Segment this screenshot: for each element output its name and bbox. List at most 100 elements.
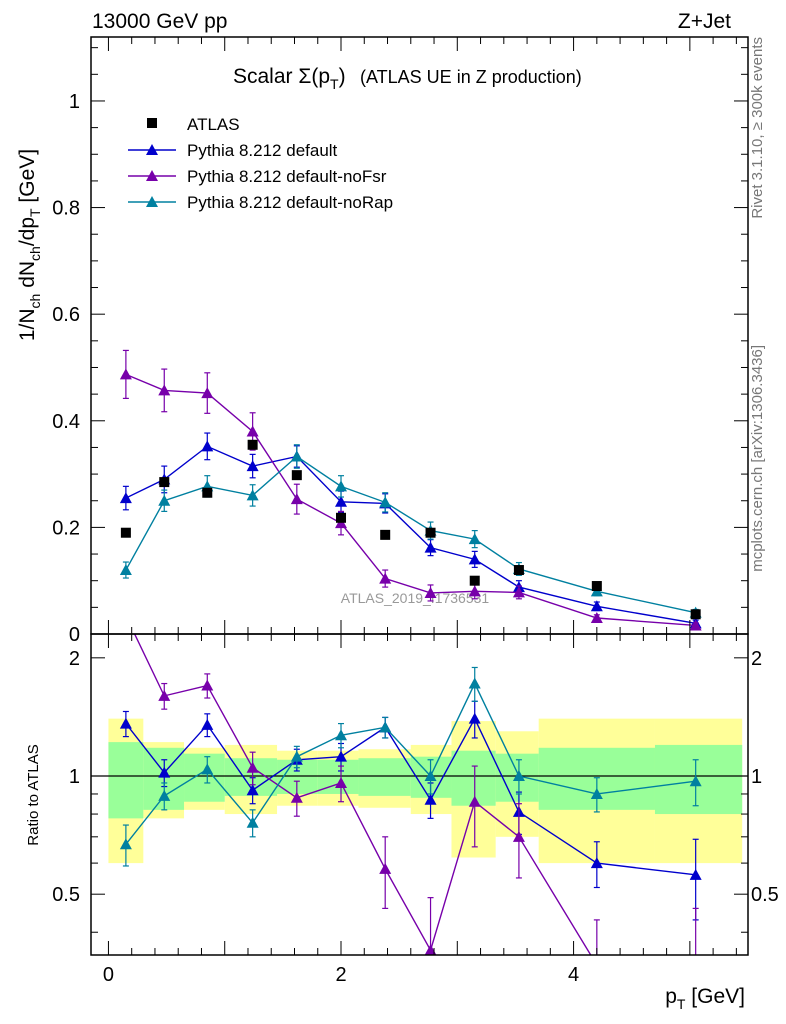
y-tick-label-ratio-right: 2 <box>751 648 762 670</box>
point-noFsr <box>201 387 214 399</box>
ratio-point-default <box>424 793 437 805</box>
rivet-caption: Rivet 3.1.10, ≥ 300k events <box>749 37 766 219</box>
ratio-point-noRap <box>512 770 525 782</box>
ratio-line-default <box>125 717 696 876</box>
point-noFsr <box>590 612 603 624</box>
point-noFsr <box>512 586 525 598</box>
mc-series <box>119 349 702 631</box>
point-noRap <box>119 564 132 576</box>
ratio-point-noRap <box>246 816 259 828</box>
y-axis-label: 1/Nch dNch/dpT [GeV] <box>16 149 43 341</box>
y-tick-label-ratio-right: 1 <box>751 766 762 788</box>
band-inner-bin <box>451 750 496 806</box>
ratio-line-noRap <box>125 681 696 845</box>
y-tick-label-main: 0.6 <box>52 304 80 326</box>
band-inner-bin <box>108 742 144 819</box>
ratio-point-noFsr <box>591 959 603 970</box>
x-tick-label: 0 <box>103 964 114 986</box>
point-noRap <box>246 489 259 501</box>
point-default <box>424 541 437 553</box>
series-line-noFsr <box>125 373 696 627</box>
y-tick-label-main: 0.4 <box>52 411 80 433</box>
ratio-point-default <box>201 718 214 730</box>
atlas-point <box>247 439 258 450</box>
atlas-point <box>469 575 480 586</box>
plot-title-suffix: (ATLAS UE in Z production) <box>360 67 582 87</box>
point-noFsr <box>468 585 481 597</box>
ratio-point-noRap <box>335 729 348 741</box>
y-tick-label-main: 1 <box>69 91 80 113</box>
y-tick-label-ratio: 0.5 <box>52 884 80 906</box>
point-noRap <box>158 494 171 506</box>
legend-marker-norap <box>146 196 158 207</box>
legend-marker-nofsr <box>146 170 158 181</box>
axis-tick-labels: 0 2 400.20.40.60.810.5 0.51 12 2 <box>52 91 779 986</box>
ratio-point-noRap <box>590 787 603 799</box>
ratio-point-default <box>158 766 171 778</box>
point-noFsr <box>689 619 702 631</box>
ratio-point-noRap <box>468 677 481 689</box>
analysis-watermark: ATLAS_2019_I1736531 <box>341 590 490 606</box>
point-default <box>201 440 214 452</box>
atlas-point <box>202 487 213 498</box>
atlas-point <box>513 565 524 576</box>
legend: ATLAS Pythia 8.212 default Pythia 8.212 … <box>128 115 393 212</box>
plot-title: Scalar Σ(pT) <box>233 65 346 92</box>
atlas-point <box>380 529 391 540</box>
point-noFsr <box>379 572 392 584</box>
ratio-point-noFsr <box>120 610 132 621</box>
ratio-point-noFsr <box>424 944 437 955</box>
point-default <box>246 460 259 472</box>
atlas-point <box>336 512 347 523</box>
mcplots-caption: mcplots.cern.ch [arXiv:1306.3436] <box>749 345 766 572</box>
ratio-point-noRap <box>119 838 132 850</box>
point-default <box>119 492 132 504</box>
ratio-point-noFsr <box>201 679 214 691</box>
point-default <box>468 553 481 565</box>
atlas-point <box>291 470 302 481</box>
legend-label-default: Pythia 8.212 default <box>187 141 338 160</box>
y-tick-label-ratio: 2 <box>69 648 80 670</box>
point-noFsr <box>119 368 132 380</box>
atlas-point <box>425 527 436 538</box>
ratio-point-default <box>335 750 348 762</box>
ratio-point-noRap <box>689 775 702 787</box>
atlas-point <box>120 527 131 538</box>
series-line-noRap <box>125 455 696 614</box>
ratio-series <box>119 610 702 970</box>
point-noRap <box>290 450 303 462</box>
y-tick-label-main: 0.8 <box>52 198 80 220</box>
x-tick-label: 4 <box>568 964 579 986</box>
ratio-point-noRap <box>158 789 171 801</box>
band-inner-bin <box>654 744 743 815</box>
ratio-point-noRap <box>290 750 303 762</box>
ratio-point-noRap <box>379 721 392 733</box>
point-noFsr <box>290 493 303 505</box>
x-axis-label: pT [GeV] <box>665 985 745 1012</box>
point-noRap <box>468 533 481 545</box>
header-right-text: Z+Jet <box>678 10 731 33</box>
legend-label-nofsr: Pythia 8.212 default-noFsr <box>187 167 387 186</box>
ratio-point-noRap <box>201 763 214 775</box>
ratio-point-noFsr <box>379 862 392 874</box>
atlas-data <box>120 439 701 620</box>
ratio-panel-frame <box>90 633 749 956</box>
band-inner-bin <box>184 753 225 802</box>
ratio-point-default <box>468 712 481 724</box>
ratio-point-default <box>689 868 702 880</box>
point-default <box>590 600 603 612</box>
legend-marker-default <box>146 144 158 155</box>
ratio-point-noRap <box>424 770 437 782</box>
legend-marker-atlas <box>147 118 157 128</box>
point-default <box>335 495 348 507</box>
point-noFsr <box>424 586 437 598</box>
ratio-point-noFsr <box>290 791 303 803</box>
ratio-point-noFsr <box>158 689 171 701</box>
ratio-point-default <box>246 784 259 796</box>
band-inner-bin <box>358 758 411 796</box>
ratio-point-noFsr <box>468 795 481 807</box>
y-tick-label-ratio-right: 0.5 <box>751 884 779 906</box>
x-tick-label: 2 <box>335 964 346 986</box>
ratio-axis-label: Ratio to ATLAS <box>25 744 42 845</box>
